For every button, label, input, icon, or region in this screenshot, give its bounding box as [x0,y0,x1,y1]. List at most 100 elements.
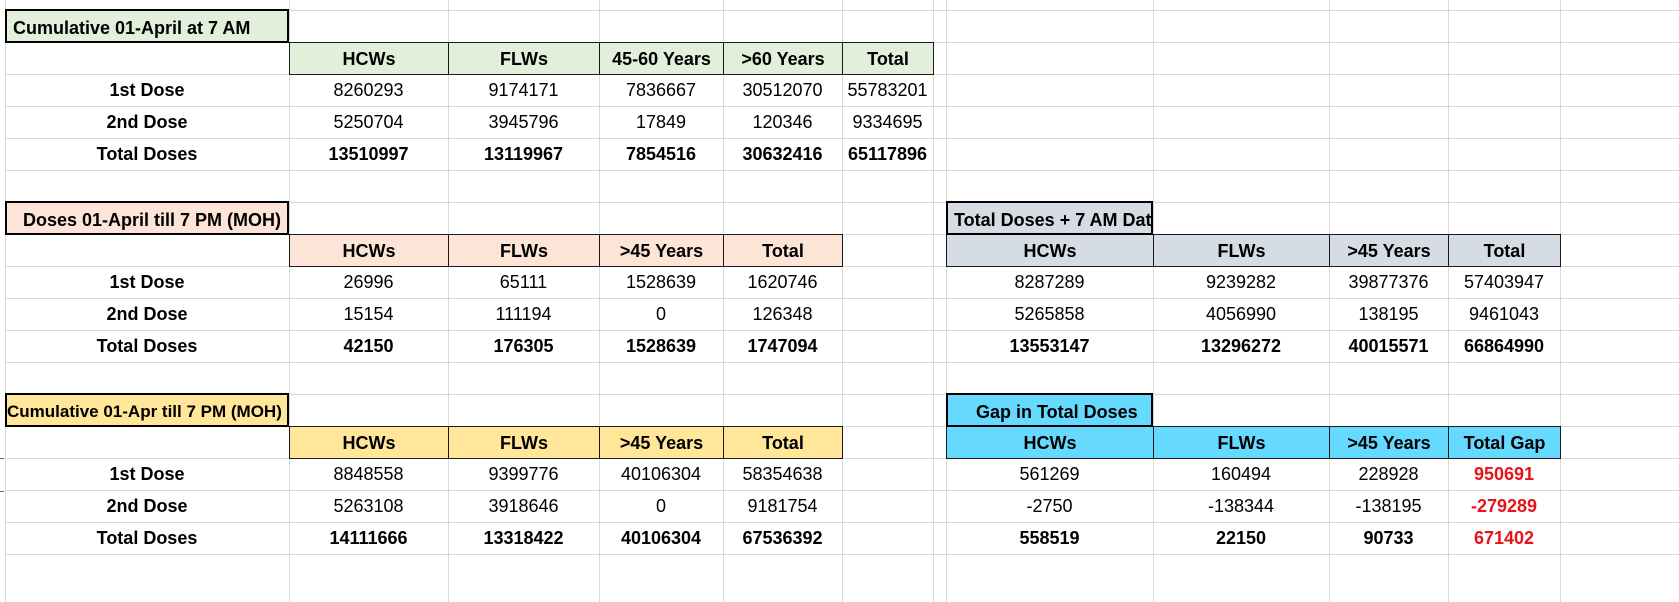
doses_7pm-cell-1-3[interactable]: 126348 [752,304,813,324]
gap-cell-0-2[interactable]: 228928 [1358,464,1419,484]
total_plus_7am-cell-0-0[interactable]: 8287289 [1014,272,1085,292]
cumulative_7am-cell-2-1[interactable]: 13119967 [483,144,564,164]
doses_7pm-cell-0-1[interactable]: 65111 [499,272,548,292]
gap-cell-0-3[interactable]: 950691 [1473,464,1535,484]
cumulative_7pm-header-3[interactable]: Total [723,426,843,459]
cumulative_7am-header-1[interactable]: FLWs [448,42,600,75]
cumulative_7pm-cell-1-3[interactable]: 9181754 [747,496,818,516]
doses_7pm-cell-0-0[interactable]: 26996 [343,272,394,292]
cumulative_7am-cell-2-2[interactable]: 7854516 [625,144,697,164]
cumulative_7pm-cell-1-2[interactable]: 0 [655,496,666,516]
gap-header-2[interactable]: >45 Years [1329,426,1449,459]
total_plus_7am-cell-2-1[interactable]: 13296272 [1200,336,1282,356]
doses_7pm-header-3[interactable]: Total [723,234,843,267]
total_plus_7am-cell-1-2[interactable]: 138195 [1358,304,1419,324]
doses_7pm-cell-2-0[interactable]: 42150 [343,336,394,356]
gap-cell-2-1[interactable]: 22150 [1215,528,1267,548]
cumulative_7pm-cell-0-1[interactable]: 9399776 [488,464,559,484]
gap-title[interactable]: Gap in Total Doses [946,393,1153,427]
total_plus_7am-cell-1-0[interactable]: 5265858 [1014,304,1085,324]
doses_7pm-row-label-0[interactable]: 1st Dose [109,272,185,292]
total_plus_7am-cell-2-0[interactable]: 13553147 [1009,336,1090,356]
gap-cell-0-0[interactable]: 561269 [1019,464,1080,484]
gap-cell-1-1[interactable]: -138344 [1207,496,1275,516]
cumulative_7pm-cell-2-2[interactable]: 40106304 [620,528,702,548]
cumulative_7am-cell-1-2[interactable]: 17849 [635,112,687,132]
total_plus_7am-header-2[interactable]: >45 Years [1329,234,1449,267]
cumulative_7am-cell-0-3[interactable]: 30512070 [742,80,823,100]
doses_7pm-header-0[interactable]: HCWs [289,234,449,267]
doses_7pm-row-label-2[interactable]: Total Doses [96,336,198,356]
cumulative_7am-row-label-2[interactable]: Total Doses [96,144,198,164]
gap-cell-1-2[interactable]: -138195 [1355,496,1422,516]
cumulative_7pm-row-label-2[interactable]: Total Doses [96,528,198,548]
cumulative_7am-cell-1-4[interactable]: 9334695 [852,112,923,132]
total_plus_7am-cell-0-1[interactable]: 9239282 [1205,272,1277,292]
doses_7pm-cell-0-3[interactable]: 1620746 [747,272,818,292]
cumulative_7pm-cell-0-0[interactable]: 8848558 [333,464,404,484]
doses_7pm-cell-0-2[interactable]: 1528639 [625,272,697,292]
total_plus_7am-header-0[interactable]: HCWs [946,234,1154,267]
cumulative_7pm-title[interactable]: Cumulative 01-Apr till 7 PM (MOH) [5,393,289,427]
gap-header-3[interactable]: Total Gap [1448,426,1561,459]
cumulative_7am-cell-1-0[interactable]: 5250704 [333,112,404,132]
cumulative_7pm-cell-1-0[interactable]: 5263108 [333,496,404,516]
total_plus_7am-cell-0-2[interactable]: 39877376 [1348,272,1429,292]
cumulative_7am-header-0[interactable]: HCWs [289,42,449,75]
doses_7pm-cell-2-3[interactable]: 1747094 [747,336,818,356]
cumulative_7pm-cell-2-0[interactable]: 14111666 [329,528,408,548]
cumulative_7am-cell-2-4[interactable]: 65117896 [847,144,928,164]
cumulative_7am-row-label-0[interactable]: 1st Dose [109,80,185,100]
doses_7pm-cell-1-1[interactable]: 111194 [495,304,552,324]
doses_7pm-cell-1-2[interactable]: 0 [655,304,666,324]
cumulative_7am-cell-1-1[interactable]: 3945796 [488,112,559,132]
gap-header-1[interactable]: FLWs [1153,426,1330,459]
cumulative_7pm-header-1[interactable]: FLWs [448,426,600,459]
total_plus_7am-header-1[interactable]: FLWs [1153,234,1330,267]
total_plus_7am-cell-0-3[interactable]: 57403947 [1463,272,1545,292]
cumulative_7am-cell-2-3[interactable]: 30632416 [742,144,823,164]
row-header-edge [0,0,5,602]
doses_7pm-cell-1-0[interactable]: 15154 [343,304,394,324]
gap-cell-2-2[interactable]: 90733 [1363,528,1414,548]
cumulative_7pm-header-0[interactable]: HCWs [289,426,449,459]
cumulative_7pm-cell-2-3[interactable]: 67536392 [742,528,823,548]
cumulative_7am-cell-0-0[interactable]: 8260293 [333,80,404,100]
cumulative_7pm-row-label-1[interactable]: 2nd Dose [106,496,188,516]
cumulative_7pm-cell-2-1[interactable]: 13318422 [483,528,564,548]
doses_7pm-cell-2-2[interactable]: 1528639 [625,336,697,356]
cumulative_7am-cell-0-4[interactable]: 55783201 [847,80,928,100]
cumulative_7pm-header-2[interactable]: >45 Years [599,426,724,459]
gap-cell-1-3[interactable]: -279289 [1470,496,1538,516]
gap-header-0[interactable]: HCWs [946,426,1154,459]
cumulative_7am-row-label-1[interactable]: 2nd Dose [106,112,188,132]
cumulative_7am-cell-0-2[interactable]: 7836667 [625,80,697,100]
gap-cell-0-1[interactable]: 160494 [1210,464,1272,484]
total_plus_7am-title[interactable]: Total Doses + 7 AM Data [946,201,1153,235]
gap-cell-1-0[interactable]: -2750 [1026,496,1073,516]
doses_7pm-header-2[interactable]: >45 Years [599,234,724,267]
gap-cell-2-3[interactable]: 671402 [1473,528,1535,548]
total_plus_7am-cell-1-1[interactable]: 4056990 [1205,304,1277,324]
cumulative_7pm-cell-0-3[interactable]: 58354638 [742,464,823,484]
doses_7pm-title[interactable]: Doses 01-April till 7 PM (MOH) [5,201,289,235]
cumulative_7am-cell-1-3[interactable]: 120346 [752,112,813,132]
cumulative_7pm-cell-0-2[interactable]: 40106304 [620,464,702,484]
total_plus_7am-cell-1-3[interactable]: 9461043 [1468,304,1540,324]
total_plus_7am-cell-2-2[interactable]: 40015571 [1348,336,1429,356]
cumulative_7am-title[interactable]: Cumulative 01-April at 7 AM [5,9,289,43]
gap-cell-2-0[interactable]: 558519 [1019,528,1080,548]
cumulative_7am-header-3[interactable]: >60 Years [723,42,843,75]
doses_7pm-row-label-1[interactable]: 2nd Dose [106,304,188,324]
cumulative_7am-cell-0-1[interactable]: 9174171 [488,80,559,100]
doses_7pm-cell-2-1[interactable]: 176305 [493,336,554,356]
cumulative_7am-header-4[interactable]: Total [842,42,934,75]
doses_7pm-header-1[interactable]: FLWs [448,234,600,267]
row-marker [0,458,4,459]
cumulative_7am-cell-2-0[interactable]: 13510997 [328,144,409,164]
cumulative_7am-header-2[interactable]: 45-60 Years [599,42,724,75]
total_plus_7am-header-3[interactable]: Total [1448,234,1561,267]
total_plus_7am-cell-2-3[interactable]: 66864990 [1463,336,1545,356]
cumulative_7pm-cell-1-1[interactable]: 3918646 [488,496,559,516]
cumulative_7pm-row-label-0[interactable]: 1st Dose [109,464,185,484]
